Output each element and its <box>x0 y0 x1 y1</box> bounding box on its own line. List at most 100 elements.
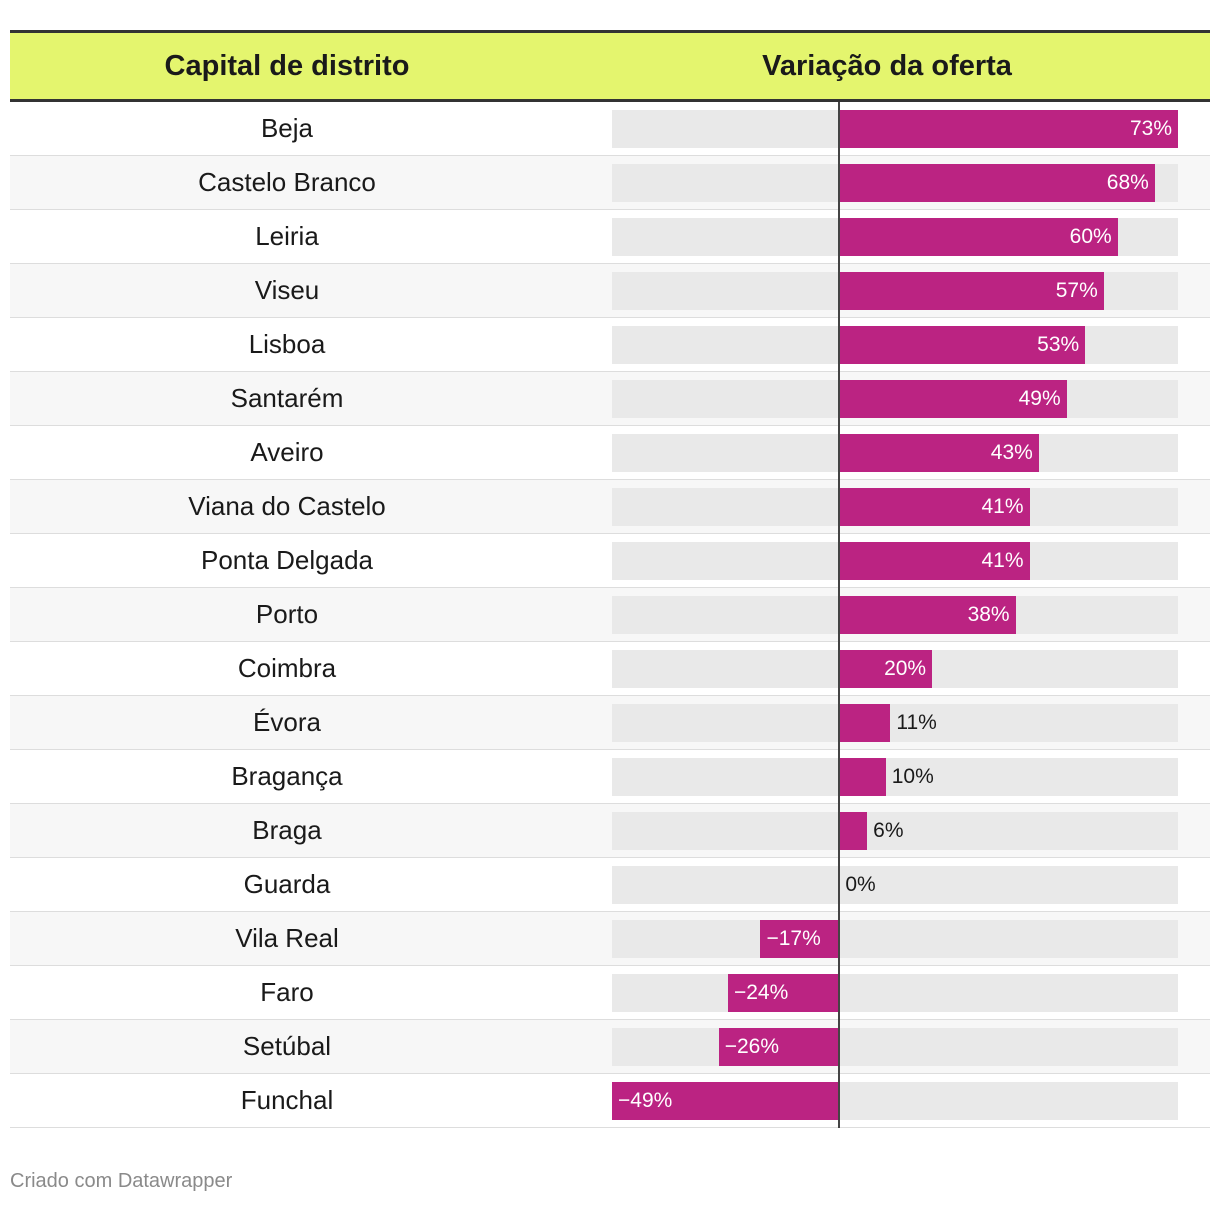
bar-cell: 11% <box>564 696 1210 750</box>
data-label: 43% <box>990 440 1033 464</box>
data-label: 0% <box>845 872 876 896</box>
table-row: Leiria 60% <box>10 210 1210 264</box>
data-label: 10% <box>891 764 934 788</box>
data-label: 53% <box>1037 332 1080 356</box>
table-row: Faro −24% <box>10 966 1210 1020</box>
bar <box>839 109 1178 148</box>
bar-cell: 53% <box>564 318 1210 372</box>
bar <box>839 703 891 742</box>
bar-cell: 57% <box>564 264 1210 318</box>
bar-cell: 68% <box>564 156 1210 210</box>
row-label: Leiria <box>255 221 319 251</box>
row-label: Beja <box>260 113 314 143</box>
bar <box>839 163 1155 202</box>
table-row: Vila Real −17% <box>10 912 1210 966</box>
table-row: Porto 38% <box>10 588 1210 642</box>
bar <box>839 325 1086 364</box>
table-row: Santarém 49% <box>10 372 1210 426</box>
table-row: Coimbra 20% <box>10 642 1210 696</box>
data-label: 38% <box>967 602 1010 626</box>
row-label: Braga <box>252 815 322 845</box>
bar-cell: 60% <box>564 210 1210 264</box>
data-label: 57% <box>1055 278 1098 302</box>
bar-cell: 49% <box>564 372 1210 426</box>
zero-axis-line <box>838 102 841 1128</box>
table-row: Aveiro 43% <box>10 426 1210 480</box>
row-label: Faro <box>260 977 314 1007</box>
bar-track <box>612 865 1178 904</box>
row-label: Bragança <box>231 761 343 791</box>
table-row: Funchal −49% <box>10 1074 1210 1128</box>
bar <box>839 811 868 850</box>
table-row: Viseu 57% <box>10 264 1210 318</box>
data-label: −26% <box>724 1034 779 1058</box>
table-row: Ponta Delgada 41% <box>10 534 1210 588</box>
credit-footer: Criado com Datawrapper <box>10 1170 233 1192</box>
row-label: Évora <box>253 707 321 737</box>
bar <box>839 217 1118 256</box>
data-label: 11% <box>896 710 937 734</box>
bar-cell: −24% <box>564 966 1210 1020</box>
bar-cell: 6% <box>564 804 1210 858</box>
bar-cell: 73% <box>564 102 1210 156</box>
bar-track <box>612 919 1178 958</box>
bar-cell: 38% <box>564 588 1210 642</box>
table-row: Guarda 0% <box>10 858 1210 912</box>
data-label: −17% <box>766 926 821 950</box>
bar <box>839 757 886 796</box>
data-label: −49% <box>618 1088 673 1112</box>
table-row: Évora 11% <box>10 696 1210 750</box>
table-row: Bragança 10% <box>10 750 1210 804</box>
bar-track <box>612 973 1178 1012</box>
row-label: Viana do Castelo <box>188 491 386 521</box>
bar <box>612 1081 840 1120</box>
bar-cell: 10% <box>564 750 1210 804</box>
bar <box>839 541 1030 580</box>
bar-cell: 20% <box>564 642 1210 696</box>
column-header-capital: Capital de distrito <box>164 49 410 82</box>
bar-cell: 0% <box>564 858 1210 912</box>
bar <box>839 649 933 688</box>
data-label: 41% <box>981 494 1024 518</box>
bar-cell: 41% <box>564 480 1210 534</box>
table-row: Beja 73% <box>10 102 1210 156</box>
bar <box>727 973 840 1012</box>
table-row: Viana do Castelo 41% <box>10 480 1210 534</box>
bar <box>760 919 840 958</box>
table-row: Castelo Branco 68% <box>10 156 1210 210</box>
bar <box>839 271 1104 310</box>
row-label: Viseu <box>254 275 320 305</box>
bar <box>839 379 1067 418</box>
bar-cell: −26% <box>564 1020 1210 1074</box>
row-label: Porto <box>255 599 319 629</box>
bar-cell: −17% <box>564 912 1210 966</box>
table-row: Lisboa 53% <box>10 318 1210 372</box>
bar <box>839 487 1030 526</box>
row-label: Funchal <box>240 1085 334 1115</box>
bar <box>839 595 1016 634</box>
bar-cell: 41% <box>564 534 1210 588</box>
data-label: 20% <box>884 656 927 680</box>
row-label: Lisboa <box>248 329 326 359</box>
data-label: 41% <box>981 548 1024 572</box>
bar <box>839 433 1039 472</box>
bar-track <box>612 1027 1178 1066</box>
row-label: Castelo Branco <box>198 167 376 197</box>
row-label: Vila Real <box>235 923 339 953</box>
data-label: −24% <box>733 980 789 1004</box>
bar-cell: 43% <box>564 426 1210 480</box>
table-header: Capital de distrito Variação da oferta <box>10 30 1210 102</box>
data-label: 60% <box>1069 224 1112 248</box>
table-row: Setúbal −26% <box>10 1020 1210 1074</box>
table-body: Beja 73% Castelo Branco 68% Leiria 60% Viseu 57… <box>10 102 1210 1128</box>
row-label: Coimbra <box>237 653 337 683</box>
table-row: Braga 6% <box>10 804 1210 858</box>
bar <box>718 1027 840 1066</box>
data-table: Capital de distrito Variação da oferta B… <box>10 30 1210 1128</box>
row-label: Guarda <box>243 869 331 899</box>
column-header-variation: Variação da oferta <box>762 49 1012 82</box>
bar-track <box>612 811 1178 850</box>
row-label: Ponta Delgada <box>200 545 374 575</box>
data-label: 73% <box>1129 116 1172 140</box>
row-label: Aveiro <box>250 437 324 467</box>
